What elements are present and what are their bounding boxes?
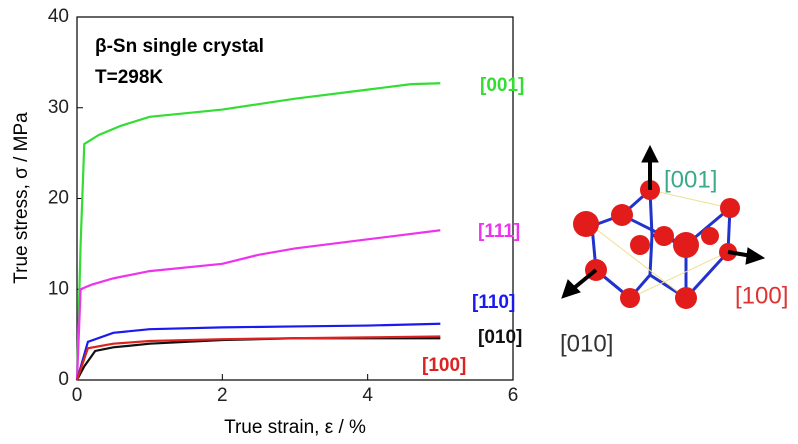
- diagram-label: [010]: [560, 330, 613, 357]
- annotation: T=298K: [95, 67, 163, 88]
- y-tick-label: 30: [48, 97, 69, 118]
- y-tick-label: 10: [48, 278, 69, 299]
- series-label: [010]: [478, 327, 522, 348]
- x-tick-label: 2: [217, 385, 228, 406]
- series-label: [110]: [472, 292, 515, 313]
- figure: β-Sn single crystal T=298K True strain, …: [0, 0, 798, 444]
- diagram-label: [001]: [664, 166, 717, 193]
- y-tick-label: 0: [58, 369, 69, 390]
- x-axis-label: True strain, ε / %: [224, 417, 366, 438]
- line: [77, 324, 440, 380]
- line: [77, 230, 440, 380]
- y-axis-label: True stress, σ / MPa: [11, 112, 32, 284]
- x-tick-label: 6: [508, 385, 519, 406]
- x-tick-label: 0: [72, 385, 83, 406]
- diagram-label: [100]: [735, 282, 788, 309]
- crystal-diagram: [562, 146, 764, 309]
- series-label: [111]: [478, 221, 520, 242]
- series-label: [001]: [480, 75, 524, 96]
- line: [77, 338, 440, 380]
- y-tick-label: 20: [48, 188, 69, 209]
- line: [77, 83, 440, 380]
- annotation: β-Sn single crystal: [95, 36, 264, 57]
- x-tick-label: 4: [362, 385, 373, 406]
- y-tick-label: 40: [48, 6, 69, 27]
- line: [77, 336, 440, 380]
- series-label: [100]: [422, 355, 466, 376]
